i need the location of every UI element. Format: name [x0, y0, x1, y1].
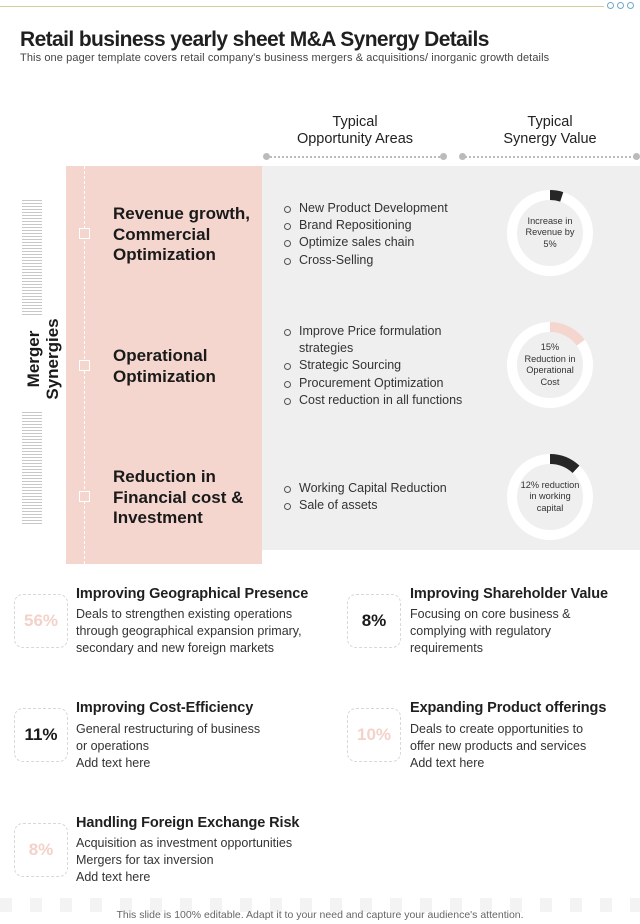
area-title: Operational Optimization — [113, 346, 216, 386]
hatch-decoration — [22, 412, 42, 524]
list-item: Procurement Optimization — [284, 375, 484, 392]
donut-label: Increase in Revenue by 5% — [525, 215, 575, 249]
stat-description: Deals to strengthen existing operations … — [76, 607, 302, 656]
list-item: Sale of assets — [284, 497, 484, 514]
stat-value-box: 8% — [347, 594, 401, 648]
stat-title: Improving Shareholder Value — [410, 586, 608, 602]
opportunity-list: Improve Price formulation strategies Str… — [284, 323, 484, 409]
donut-label: 12% reduction in working capital — [520, 479, 580, 513]
synergy-donut: Increase in Revenue by 5% — [505, 188, 595, 278]
header-divider — [266, 156, 444, 158]
divider-dot-icon — [633, 153, 640, 160]
area-title: Reduction in Financial cost & Investment — [113, 467, 244, 527]
synergy-donut: 12% reduction in working capital — [505, 452, 595, 542]
area-panel — [66, 166, 262, 564]
opportunity-list: New Product Development Brand Reposition… — [284, 200, 484, 269]
donut-value-arc — [549, 454, 580, 474]
stat-value-box: 10% — [347, 708, 401, 762]
stat-title: Expanding Product offerings — [410, 700, 607, 716]
area-title: Revenue growth, Commercial Optimization — [113, 204, 250, 264]
synergy-value-header: Typical Synergy Value — [503, 114, 597, 147]
opportunity-areas-header: Typical Opportunity Areas — [296, 114, 414, 147]
circle-dots-icon — [607, 2, 634, 9]
stat-description: Deals to create opportunities to offer n… — [410, 722, 587, 771]
stat-value-box: 56% — [14, 594, 68, 648]
stat-title: Improving Cost-Efficiency — [76, 700, 254, 716]
opportunity-panel — [262, 166, 640, 550]
row-marker-icon — [79, 360, 90, 371]
footer-icon-strip — [0, 898, 640, 912]
opportunity-list: Working Capital Reduction Sale of assets — [284, 480, 484, 514]
footer-note: This slide is 100% editable. Adapt it to… — [116, 909, 524, 921]
header-divider — [462, 156, 638, 158]
donut-graphic — [507, 190, 593, 276]
list-item: Strategic Sourcing — [284, 357, 484, 374]
list-item: Cost reduction in all functions — [284, 392, 484, 409]
donut-label: 15% Reduction in Operational Cost — [524, 342, 576, 387]
list-item: Working Capital Reduction — [284, 480, 484, 497]
stat-value-box: 8% — [14, 823, 68, 877]
row-marker-icon — [79, 228, 90, 239]
stat-description: Acquisition as investment opportunities … — [76, 836, 293, 885]
stat-description: Focusing on core business & complying wi… — [410, 607, 571, 656]
divider-dot-icon — [440, 153, 447, 160]
stat-title: Improving Geographical Presence — [76, 586, 309, 602]
divider-dot-icon — [459, 153, 466, 160]
top-rule — [0, 6, 604, 7]
list-item: Improve Price formulation strategies — [284, 323, 484, 357]
list-item: Brand Repositioning — [284, 217, 484, 234]
synergy-donut: 15% Reduction in Operational Cost — [505, 320, 595, 410]
hatch-decoration — [22, 200, 42, 316]
donut-value-arc — [549, 322, 585, 346]
list-item: Cross-Selling — [284, 252, 484, 269]
merger-synergies-label: Merger Synergies — [24, 318, 62, 400]
donut-graphic — [507, 322, 593, 408]
stat-value-box: 11% — [14, 708, 68, 762]
page-title: Retail business yearly sheet M&A Synergy… — [20, 28, 489, 51]
list-item: New Product Development — [284, 200, 484, 217]
stat-title: Handling Foreign Exchange Risk — [76, 815, 300, 831]
row-marker-icon — [79, 491, 90, 502]
stat-description: General restructuring of business or ope… — [76, 722, 261, 771]
page-subtitle: This one pager template covers retail co… — [20, 52, 550, 64]
donut-graphic — [507, 454, 593, 540]
list-item: Optimize sales chain — [284, 234, 484, 251]
donut-value-arc — [549, 190, 564, 202]
divider-dot-icon — [263, 153, 270, 160]
